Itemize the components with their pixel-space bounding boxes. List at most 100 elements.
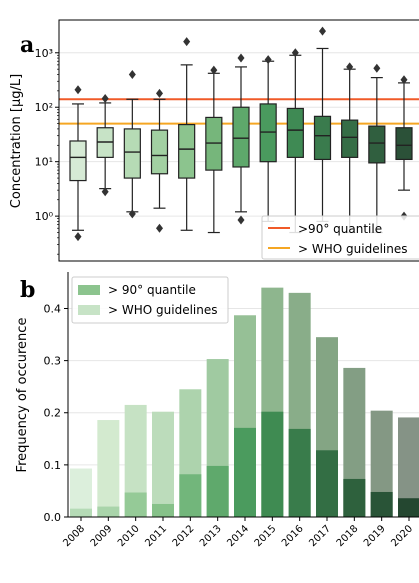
y-tick-label: 0.3	[44, 355, 62, 368]
bar-y-axis-label: Frequency of occurence	[15, 318, 30, 473]
box-flier	[156, 223, 163, 233]
bar-q90-2019	[370, 491, 393, 517]
x-tick-label: 2017	[307, 523, 333, 549]
box-flier	[264, 55, 272, 65]
bar-q90-2010	[124, 492, 147, 517]
box-flier	[156, 88, 163, 98]
bar-q90-2017	[316, 450, 338, 517]
box-flier	[210, 65, 218, 75]
legend-label-90-quantile: > 90° quantile	[108, 283, 196, 297]
box-flier	[128, 69, 136, 79]
x-tick-label: 2016	[280, 523, 306, 549]
bar-who-2011	[152, 411, 174, 517]
bar-who-2019	[370, 410, 393, 517]
x-tick-label: 2014	[225, 523, 251, 549]
bar-q90-2014	[234, 427, 256, 517]
panel-a-letter: a	[20, 32, 34, 58]
x-tick-label: 2012	[171, 523, 197, 549]
box-flier	[101, 187, 109, 197]
box-iqr	[178, 123, 196, 179]
bar-who-2008	[70, 468, 92, 517]
bar-q90-2016	[288, 428, 311, 517]
bar-bars	[70, 287, 419, 517]
boxplot-legend: >90° quantile > WHO guidelines	[261, 215, 419, 260]
box-2016	[286, 48, 304, 234]
boxplot-frame	[58, 19, 419, 262]
box-iqr	[123, 128, 141, 179]
bar-q90-2011	[152, 503, 174, 517]
box-flier	[74, 85, 82, 95]
bar-q90-2012	[179, 474, 202, 517]
box-2017	[313, 26, 332, 223]
bar-who-2010	[124, 404, 147, 517]
box-2012	[178, 37, 196, 231]
box-2011	[150, 88, 169, 233]
y-tick-label: 10¹	[35, 156, 53, 169]
y-tick-label: 0.2	[44, 407, 62, 420]
box-iqr	[395, 127, 413, 161]
box-2018	[341, 62, 359, 234]
x-tick-label: 2011	[143, 523, 169, 549]
legend-swatch-90-quantile	[78, 285, 100, 295]
bar-q90-2015	[261, 411, 284, 517]
y-tick-label: 10⁰	[35, 210, 54, 223]
box-flier	[373, 63, 381, 73]
box-2009	[96, 93, 114, 197]
y-tick-label: 10³	[35, 47, 53, 60]
x-tick-label: 2013	[198, 523, 224, 549]
bar-who-2009	[97, 420, 120, 517]
box-iqr	[341, 119, 359, 158]
box-2010	[123, 69, 141, 219]
box-flier	[237, 53, 245, 63]
box-iqr	[368, 125, 386, 164]
box-flier	[183, 37, 191, 47]
box-flier	[237, 215, 245, 225]
box-flier	[128, 209, 136, 219]
box-2019	[368, 63, 386, 234]
box-2013	[205, 65, 223, 234]
box-flier	[400, 75, 408, 85]
box-flier	[319, 26, 326, 36]
box-flier	[346, 62, 354, 72]
bar-x-ticks: 2008 2009 2010 2011 2012 2013 2014 2015 2016 2017…	[61, 517, 415, 549]
box-iqr	[259, 103, 277, 163]
boxplot-panel: 10⁰ 10¹ 10² 10³ Concentration [µg/L] >90° q…	[9, 19, 419, 262]
boxplot-boxes	[69, 26, 413, 242]
box-iqr	[69, 140, 87, 182]
panel-b-letter: b	[20, 277, 35, 303]
boxplot-y-axis-label: Concentration [µg/L]	[9, 74, 24, 208]
x-tick-label: 2018	[335, 523, 361, 549]
box-flier	[291, 48, 299, 58]
box-2020	[395, 75, 413, 221]
x-tick-label: 2015	[253, 523, 279, 549]
bar-y-ticks: 0.0 0.1 0.2 0.3 0.4	[44, 302, 68, 524]
bar-legend: > 90° quantile > WHO guidelines	[71, 276, 229, 324]
y-tick-label: 10²	[35, 101, 53, 114]
bar-q90-2013	[206, 465, 229, 517]
boxplot-legend-frame	[261, 215, 419, 260]
box-iqr	[313, 115, 332, 161]
legend-label-who-guidelines: > WHO guidelines	[298, 242, 407, 256]
box-2008	[69, 85, 87, 242]
y-tick-label: 0.1	[44, 459, 62, 472]
x-tick-label: 2020	[389, 523, 415, 549]
box-iqr	[286, 107, 304, 158]
legend-swatch-who-guidelines	[78, 305, 100, 315]
y-tick-label: 0.0	[44, 511, 62, 524]
x-tick-label: 2008	[61, 523, 87, 549]
box-iqr	[150, 129, 169, 175]
bar-q90-2009	[97, 506, 120, 517]
x-tick-label: 2009	[89, 523, 115, 549]
bar-legend-frame	[71, 276, 229, 324]
x-tick-label: 2019	[362, 523, 388, 549]
bar-who-2020	[398, 417, 419, 517]
boxplot-y-ticks: 10⁰ 10¹ 10² 10³	[35, 47, 59, 255]
legend-label-90-quantile: >90° quantile	[298, 222, 382, 236]
box-2014	[232, 53, 250, 225]
bar-panel: 0.0 0.1 0.2 0.3 0.4 2008 2009 2010 2011 2012 2013…	[15, 272, 419, 549]
bar-q90-2008	[70, 508, 92, 517]
box-flier	[74, 232, 82, 242]
bar-q90-2020	[398, 498, 419, 517]
y-tick-label: 0.4	[44, 302, 62, 315]
